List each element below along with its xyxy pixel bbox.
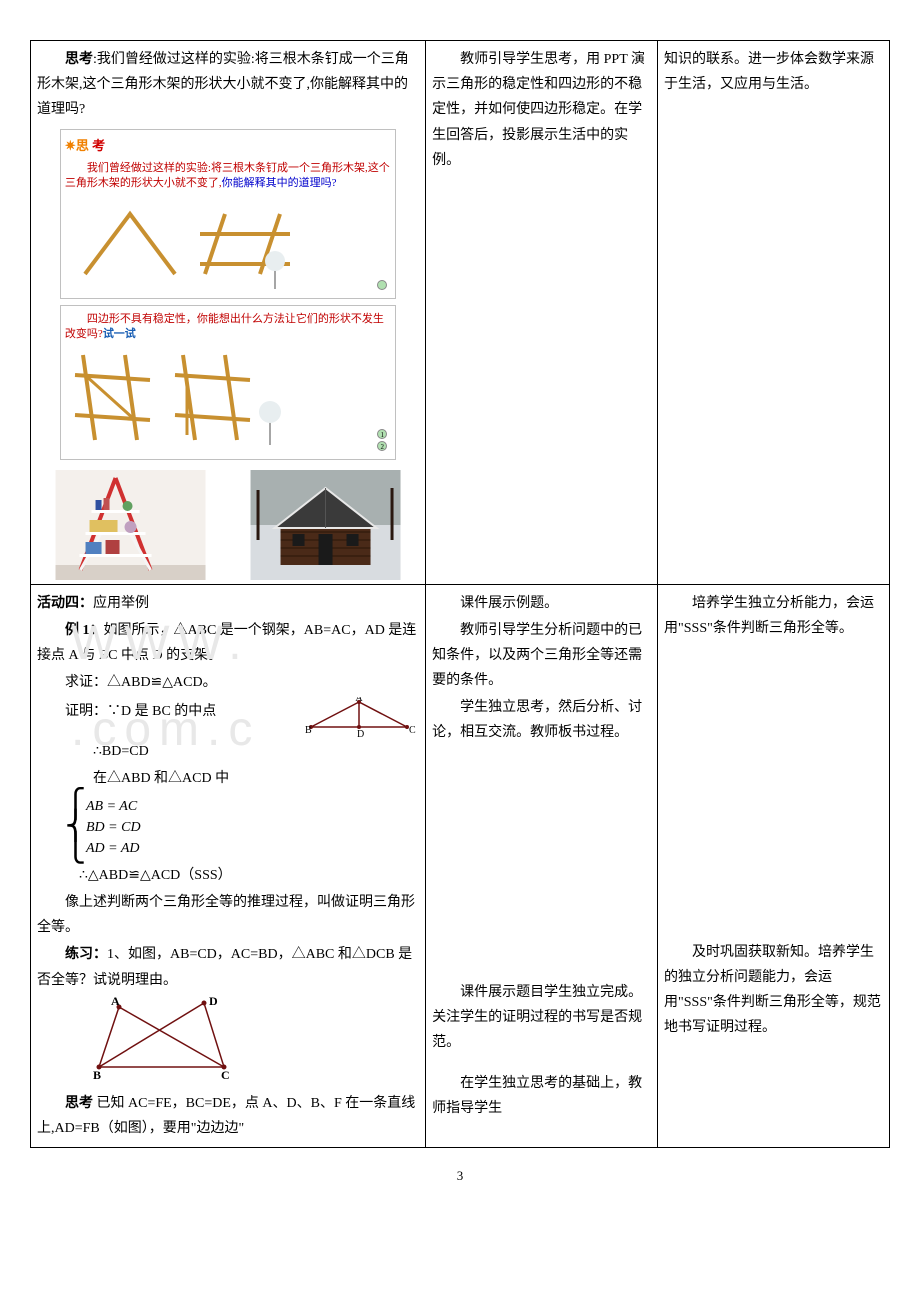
pager-dot <box>377 280 387 290</box>
page-number: 3 <box>30 1168 890 1184</box>
activity-heading: 活动四：应用举例 <box>37 591 419 616</box>
mid-p2: 教师引导学生分析问题中的已知条件，以及两个三角形全等还需要的条件。 <box>432 618 651 694</box>
svg-text:B: B <box>305 725 312 736</box>
cell-mid-1: 教师引导学生思考，用 PPT 演示三角形的稳定性和四边形的不稳定性，并如何使四边… <box>426 41 658 585</box>
svg-text:B: B <box>93 1068 101 1080</box>
think-label: 思考 <box>65 52 93 67</box>
cell-mid-2: 课件展示例题。 教师引导学生分析问题中的已知条件，以及两个三角形全等还需要的条件… <box>426 584 658 1148</box>
proof-step-2: ∴BD=CD <box>37 739 419 764</box>
mid-p1: 课件展示例题。 <box>432 591 651 616</box>
cell-right-1: 知识的联系。进一步体会数学来源于生活，又应用与生活。 <box>658 41 890 585</box>
triangle-abd-acd-diagram: A B D C <box>299 697 419 737</box>
teacher-activity-1: 教师引导学生思考，用 PPT 演示三角形的稳定性和四边形的不稳定性，并如何使四边… <box>432 47 651 173</box>
svg-text:C: C <box>221 1068 230 1080</box>
photo-shelf <box>37 470 224 580</box>
proof-step-1: 证明：∵D 是 BC 的中点 <box>37 699 299 724</box>
mid-p5: 在学生独立思考的基础上，教师指导学生 <box>432 1071 651 1121</box>
slide-1-canvas <box>65 194 391 294</box>
practice-1: 练习：1、如图，AB=CD，AC=BD，△ABC 和△DCB 是否全等？试说明理… <box>37 942 419 992</box>
slide-1-text: 我们曾经做过这样的实验:将三根木条钉成一个三角形木架,这个三角形木架的形状大小就… <box>65 161 391 192</box>
example-1: 例 1：如图所示，△ABC 是一个钢架，AB=AC，AD 是连接点 A 与 BC… <box>37 618 419 668</box>
cell-left-1: 思考:我们曾经做过这样的实验:将三根木条钉成一个三角形木架,这个三角形木架的形状… <box>31 41 426 585</box>
svg-text:D: D <box>209 995 218 1008</box>
thinking-2: 思考 已知 AC=FE，BC=DE，点 A、D、B、F 在一条直线上,AD=FB… <box>37 1091 419 1141</box>
braced-quads-diagram <box>65 345 391 455</box>
math-conditions: ⎧⎨⎩ AB = AC BD = CD AD = AD <box>37 794 419 861</box>
design-intent-1: 知识的联系。进一步体会数学来源于生活，又应用与生活。 <box>664 47 883 97</box>
crossed-quad-figure: A D B C <box>37 995 419 1089</box>
prove-line: 求证：△ABD≌△ACD。 <box>37 670 419 695</box>
slide-2: 四边形不具有稳定性，你能想出什么方法让它们的形状不发生改变吗?试一试 <box>60 305 396 460</box>
photo-cabin <box>232 470 419 580</box>
table-row: 思考:我们曾经做过这样的实验:将三根木条钉成一个三角形木架,这个三角形木架的形状… <box>31 41 890 585</box>
left-brace-icon: ⎧⎨⎩ <box>65 794 86 861</box>
slide-pager-2: 1 2 <box>377 429 387 451</box>
thinking-prompt: 思考:我们曾经做过这样的实验:将三根木条钉成一个三角形木架,这个三角形木架的形状… <box>37 47 419 123</box>
svg-text:C: C <box>409 725 416 736</box>
right-p2: 及时巩固获取新知。培养学生的独立分析问题能力，会运用"SSS"条件判断三角形全等… <box>664 940 883 1041</box>
slide-2-text: 四边形不具有稳定性，你能想出什么方法让它们的形状不发生改变吗?试一试 <box>65 312 391 343</box>
mid-p4: 课件展示题目学生独立完成。关注学生的证明过程的书写是否规范。 <box>432 980 651 1056</box>
svg-text:A: A <box>111 995 120 1008</box>
photo-row <box>37 470 419 580</box>
svg-text:A: A <box>356 697 364 704</box>
cell-left-2: 活动四：应用举例 例 1：如图所示，△ABC 是一个钢架，AB=AC，AD 是连… <box>31 584 426 1148</box>
slide-1-header: ✷思 考 <box>65 134 391 157</box>
pager-dot: 2 <box>377 441 387 451</box>
triangle-quad-diagram <box>65 194 391 294</box>
proof-conclusion: ∴△ABD≌△ACD（SSS） <box>37 863 419 888</box>
proof-step-3: 在△ABD 和△ACD 中 <box>37 766 419 791</box>
pager-dot: 1 <box>377 429 387 439</box>
table-row: 活动四：应用举例 例 1：如图所示，△ABC 是一个钢架，AB=AC，AD 是连… <box>31 584 890 1148</box>
proof-remark: 像上述判断两个三角形全等的推理过程，叫做证明三角形全等。 <box>37 890 419 940</box>
right-p1: 培养学生独立分析能力，会运用"SSS"条件判断三角形全等。 <box>664 591 883 641</box>
slide-pager <box>377 280 387 290</box>
svg-text:D: D <box>357 729 364 737</box>
mid-p3: 学生独立思考，然后分析、讨论，相互交流。教师板书过程。 <box>432 695 651 745</box>
cell-right-2: 培养学生独立分析能力，会运用"SSS"条件判断三角形全等。 及时巩固获取新知。培… <box>658 584 890 1148</box>
lesson-plan-table: 思考:我们曾经做过这样的实验:将三根木条钉成一个三角形木架,这个三角形木架的形状… <box>30 40 890 1148</box>
slide-2-canvas: 1 2 <box>65 345 391 455</box>
slide-1: ✷思 考 我们曾经做过这样的实验:将三根木条钉成一个三角形木架,这个三角形木架的… <box>60 129 396 299</box>
bulb-icon: ✷ <box>65 138 76 153</box>
